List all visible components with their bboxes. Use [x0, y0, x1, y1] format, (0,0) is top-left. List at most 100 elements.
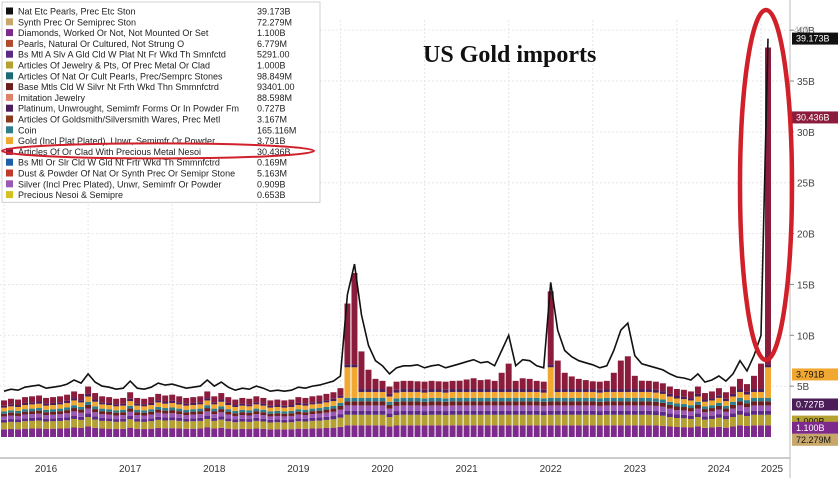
legend-swatch [6, 104, 13, 112]
stack-bar-segment [687, 408, 694, 412]
stack-bar-segment [680, 427, 687, 437]
stack-bar-segment [568, 414, 575, 426]
stack-bar-segment [50, 414, 57, 419]
stack-bar-segment [197, 408, 204, 412]
stack-bar-segment [449, 425, 456, 437]
stack-bar-segment [645, 414, 652, 426]
stack-bar-segment [400, 397, 407, 402]
stack-bar-segment [134, 403, 141, 406]
stack-bar-segment [659, 393, 666, 400]
stack-bar-segment [428, 410, 435, 415]
stack-bar-segment [484, 410, 491, 415]
x-tick-label: 2025 [761, 464, 784, 475]
stack-bar-segment [190, 418, 197, 422]
stack-bar-segment [218, 427, 225, 437]
stack-bar-segment [71, 411, 78, 416]
stack-bar-segment [71, 400, 78, 406]
stack-bar-segment [169, 417, 176, 421]
stack-bar-segment [218, 393, 225, 400]
stack-bar-segment [253, 396, 260, 403]
stack-bar-segment [1, 422, 7, 430]
stack-bar-segment [470, 405, 477, 411]
stack-bar-segment [715, 417, 722, 427]
stack-bar-segment [190, 405, 197, 410]
stack-bar-segment [603, 425, 610, 437]
stack-bar-segment [435, 410, 442, 415]
stack-bar-segment [64, 420, 71, 429]
stack-bar-segment [71, 427, 78, 437]
stack-bar-segment [99, 404, 106, 409]
stack-bar-segment [15, 419, 21, 423]
stack-bar-segment [337, 417, 344, 427]
stack-bar-segment [64, 394, 71, 401]
stack-bar-segment [758, 363, 764, 390]
stack-bar-segment [239, 403, 246, 406]
stack-bar-segment [239, 405, 246, 410]
stack-bar-segment [561, 425, 568, 437]
stack-bar-segment [78, 412, 85, 417]
value-tag-label: 30.436B [796, 112, 830, 122]
stack-bar-segment [743, 384, 750, 392]
stack-bar-segment [519, 401, 526, 406]
legend-series-value: 5.163M [257, 169, 287, 179]
stack-bar-segment [281, 413, 288, 417]
stack-bar-segment [22, 405, 29, 410]
stack-bar-segment [722, 416, 729, 420]
stack-bar-segment [491, 391, 498, 398]
stack-bar-segment [330, 392, 337, 399]
stack-bar-segment [99, 411, 106, 415]
stack-bar-segment [442, 381, 449, 390]
legend-series-value: 3.167M [257, 115, 287, 125]
stack-bar-segment [743, 416, 750, 426]
stack-bar-segment [596, 389, 603, 393]
stack-bar-segment [99, 414, 106, 418]
legend-swatch [6, 126, 13, 134]
stack-bar-segment [190, 409, 197, 412]
stack-bar-segment [183, 403, 190, 406]
stack-bar-segment [106, 405, 113, 410]
stack-bar-segment [680, 389, 687, 397]
stack-bar-segment [78, 393, 85, 401]
legend-swatch [6, 147, 13, 155]
stack-bar-segment [491, 414, 498, 426]
stack-bar-segment [617, 360, 624, 390]
stack-bar-segment [344, 364, 351, 368]
stack-bar-segment [1, 411, 7, 414]
legend-series-value: 1.100B [257, 28, 286, 38]
stack-bar-segment [512, 380, 519, 390]
stack-bar-segment [162, 403, 169, 409]
stack-bar-segment [631, 425, 638, 437]
stack-bar-segment [722, 401, 729, 406]
stack-bar-segment [274, 399, 281, 406]
stack-bar-segment [575, 391, 582, 398]
stack-bar-segment [673, 409, 680, 415]
stack-bar-segment [295, 405, 302, 410]
stack-bar-segment [155, 409, 162, 413]
stack-bar-segment [309, 402, 316, 405]
stack-bar-segment [239, 428, 246, 437]
stack-bar-segment [638, 391, 645, 398]
stack-bar-segment [477, 391, 484, 398]
stack-bar-segment [743, 412, 750, 417]
stack-bar-segment [358, 391, 365, 398]
stack-bar-segment [183, 415, 190, 419]
stack-bar-segment [204, 408, 211, 412]
stack-bar-segment [379, 389, 386, 392]
stack-bar-segment [624, 401, 631, 406]
stack-bar-segment [8, 429, 14, 437]
legend-series-name: Articles Of Nat Or Cult Pearls, Prec/Sem… [18, 71, 223, 81]
stack-bar-segment [358, 425, 365, 437]
stack-bar-segment [421, 389, 428, 393]
stack-bar-segment [547, 291, 554, 365]
stack-bar-segment [330, 419, 337, 428]
stack-bar-segment [729, 426, 736, 437]
stack-bar-segment [610, 372, 617, 390]
stack-bar-segment [253, 404, 260, 409]
stack-bar-segment [428, 414, 435, 426]
stack-bar-segment [421, 398, 428, 402]
stack-bar-segment [141, 419, 148, 422]
stack-bar-segment [617, 414, 624, 426]
stack-bar-segment [540, 392, 547, 399]
stack-bar-segment [78, 400, 85, 403]
stack-bar-segment [43, 403, 50, 406]
